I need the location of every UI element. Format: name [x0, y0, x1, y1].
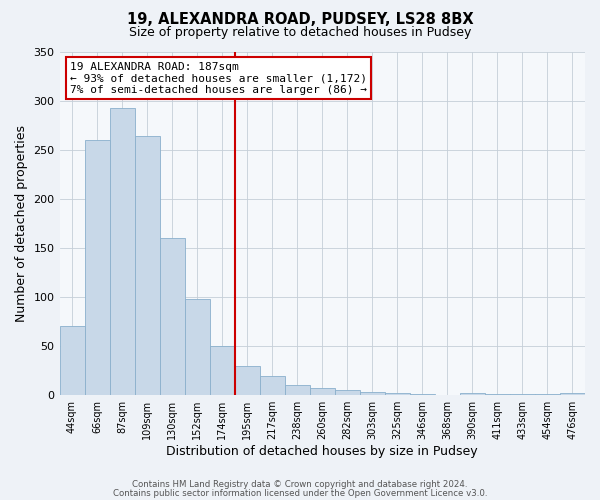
Bar [185, 298, 209, 394]
Bar [460, 392, 485, 394]
Bar [134, 136, 160, 394]
Bar [85, 140, 110, 394]
Bar [360, 392, 385, 394]
Bar [160, 238, 185, 394]
Bar [235, 366, 260, 394]
Text: Size of property relative to detached houses in Pudsey: Size of property relative to detached ho… [129, 26, 471, 39]
Bar [335, 390, 360, 394]
Bar [209, 346, 235, 395]
Bar [310, 388, 335, 394]
X-axis label: Distribution of detached houses by size in Pudsey: Distribution of detached houses by size … [166, 444, 478, 458]
Bar [59, 326, 85, 394]
Text: Contains HM Land Registry data © Crown copyright and database right 2024.: Contains HM Land Registry data © Crown c… [132, 480, 468, 489]
Y-axis label: Number of detached properties: Number of detached properties [15, 124, 28, 322]
Bar [260, 376, 285, 394]
Text: 19, ALEXANDRA ROAD, PUDSEY, LS28 8BX: 19, ALEXANDRA ROAD, PUDSEY, LS28 8BX [127, 12, 473, 28]
Bar [285, 385, 310, 394]
Bar [385, 392, 410, 394]
Bar [110, 108, 134, 395]
Text: 19 ALEXANDRA ROAD: 187sqm
← 93% of detached houses are smaller (1,172)
7% of sem: 19 ALEXANDRA ROAD: 187sqm ← 93% of detac… [70, 62, 367, 95]
Text: Contains public sector information licensed under the Open Government Licence v3: Contains public sector information licen… [113, 489, 487, 498]
Bar [560, 392, 585, 394]
